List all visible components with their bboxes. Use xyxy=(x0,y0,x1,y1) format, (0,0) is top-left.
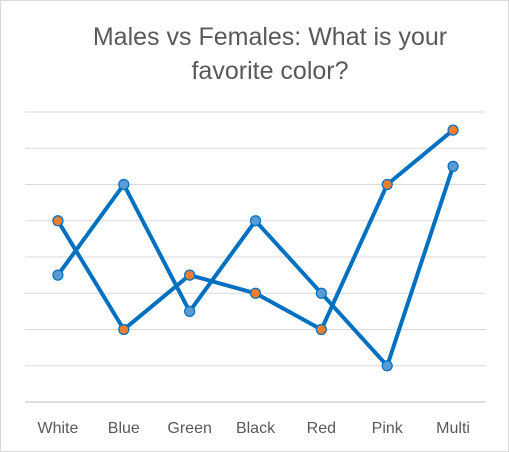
x-tick-label: Multi xyxy=(436,420,470,437)
x-tick-label: White xyxy=(37,420,78,437)
series-line xyxy=(55,164,456,368)
gridlines xyxy=(25,111,486,403)
data-point xyxy=(52,215,64,227)
data-point xyxy=(381,178,393,191)
chart-title-line-1: Males vs Females: What is your xyxy=(92,23,448,51)
x-tick-label: Pink xyxy=(372,420,404,437)
x-tick-label: Red xyxy=(307,420,336,437)
series-group xyxy=(52,124,459,372)
data-point xyxy=(315,287,327,299)
data-point xyxy=(249,215,262,227)
x-tick-label: Green xyxy=(167,420,211,437)
x-axis-labels: White Blue Green Black Red Pink Multi xyxy=(37,420,469,437)
data-point xyxy=(184,269,196,281)
data-point xyxy=(118,178,130,191)
x-tick-label: Blue xyxy=(108,420,140,437)
series-1 xyxy=(52,124,459,336)
chart-title-line-2: favorite color? xyxy=(191,57,349,85)
chart-title: Males vs Females: What is your favorite … xyxy=(60,20,480,88)
series-2 xyxy=(52,160,459,372)
data-point xyxy=(447,124,459,136)
data-point xyxy=(249,287,262,299)
data-point xyxy=(315,323,327,336)
data-point xyxy=(381,360,393,372)
data-point xyxy=(184,305,196,317)
data-point xyxy=(447,160,459,172)
data-point xyxy=(118,323,130,336)
series-line xyxy=(55,128,456,332)
x-tick-label: Black xyxy=(236,420,276,437)
data-point xyxy=(52,269,64,281)
